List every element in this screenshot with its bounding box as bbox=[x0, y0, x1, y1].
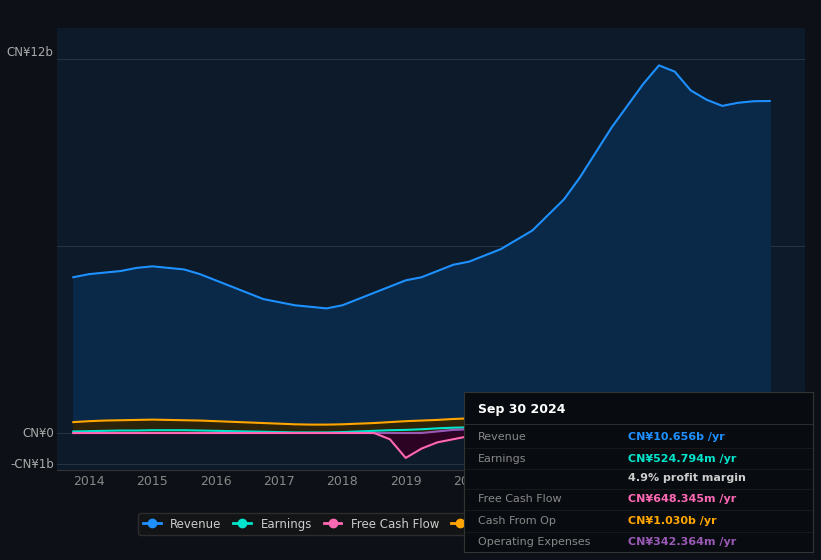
Text: CN¥648.345m /yr: CN¥648.345m /yr bbox=[628, 494, 736, 504]
Text: CN¥524.794m /yr: CN¥524.794m /yr bbox=[628, 454, 736, 464]
Legend: Revenue, Earnings, Free Cash Flow, Cash From Op, Operating Expenses: Revenue, Earnings, Free Cash Flow, Cash … bbox=[139, 513, 723, 535]
Text: Operating Expenses: Operating Expenses bbox=[478, 537, 590, 547]
Text: CN¥10.656b /yr: CN¥10.656b /yr bbox=[628, 432, 725, 442]
Text: Free Cash Flow: Free Cash Flow bbox=[478, 494, 562, 504]
Text: CN¥0: CN¥0 bbox=[22, 427, 53, 440]
Text: Earnings: Earnings bbox=[478, 454, 526, 464]
Text: CN¥1.030b /yr: CN¥1.030b /yr bbox=[628, 516, 717, 526]
Text: Revenue: Revenue bbox=[478, 432, 526, 442]
Text: CN¥12b: CN¥12b bbox=[7, 46, 53, 59]
Text: 4.9% profit margin: 4.9% profit margin bbox=[628, 473, 745, 483]
Text: Cash From Op: Cash From Op bbox=[478, 516, 556, 526]
Text: -CN¥1b: -CN¥1b bbox=[10, 458, 53, 470]
Text: Sep 30 2024: Sep 30 2024 bbox=[478, 403, 566, 416]
Text: CN¥342.364m /yr: CN¥342.364m /yr bbox=[628, 537, 736, 547]
